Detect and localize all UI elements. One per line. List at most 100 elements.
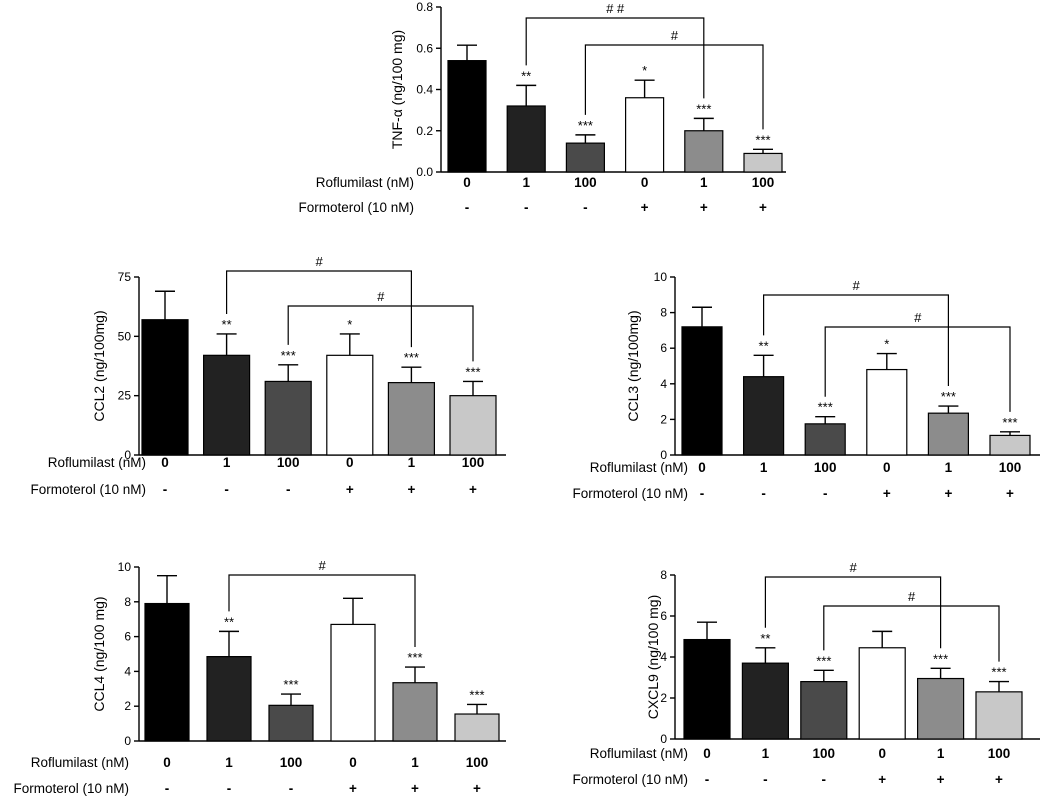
bar bbox=[741, 662, 790, 740]
comparison-bracket bbox=[764, 576, 942, 649]
significance-label: ** bbox=[222, 317, 232, 332]
bracket-label: # bbox=[914, 310, 922, 325]
roflumilast-dose-label: 100 bbox=[814, 460, 837, 475]
y-tick-label: 0 bbox=[124, 448, 131, 462]
y-axis-label: CXCL9 (ng/100 mg) bbox=[645, 595, 661, 720]
roflumilast-dose-label: 1 bbox=[223, 455, 231, 470]
formoterol-row-label: Formoterol (10 nM) bbox=[30, 482, 146, 497]
roflumilast-dose-label: 0 bbox=[703, 746, 711, 761]
roflumilast-dose-label: 1 bbox=[522, 175, 530, 190]
roflumilast-dose-label: 1 bbox=[762, 746, 770, 761]
formoterol-sign-label: - bbox=[524, 200, 529, 215]
bracket-label: # bbox=[852, 278, 860, 293]
roflumilast-dose-label: 100 bbox=[988, 746, 1011, 761]
y-tick-label: 6 bbox=[660, 609, 667, 623]
formoterol-sign-label: - bbox=[163, 482, 168, 497]
significance-label: *** bbox=[941, 389, 956, 404]
significance-label: *** bbox=[283, 677, 298, 692]
significance-label: * bbox=[642, 63, 647, 78]
bar bbox=[742, 376, 785, 456]
formoterol-sign-label: + bbox=[1006, 486, 1014, 501]
roflumilast-row-label: Roflumilast (nM) bbox=[48, 455, 146, 470]
comparison-bracket bbox=[525, 17, 705, 99]
formoterol-sign-label: + bbox=[349, 781, 357, 796]
bar bbox=[858, 647, 906, 740]
comparison-bracket bbox=[226, 270, 412, 348]
comparison-bracket bbox=[287, 305, 474, 362]
y-tick-label: 75 bbox=[118, 270, 132, 284]
y-tick-label: 0 bbox=[660, 448, 667, 462]
significance-label: *** bbox=[281, 348, 296, 363]
roflumilast-dose-label: 0 bbox=[883, 460, 891, 475]
bar bbox=[565, 142, 606, 173]
roflumilast-row-label: Roflumilast (nM) bbox=[590, 460, 688, 475]
formoterol-sign-label: + bbox=[346, 482, 354, 497]
significance-label: ** bbox=[521, 68, 531, 83]
significance-label: ** bbox=[224, 614, 234, 629]
significance-label: * bbox=[347, 317, 352, 332]
roflumilast-row-label: Roflumilast (nM) bbox=[31, 755, 129, 770]
roflumilast-dose-label: 100 bbox=[466, 755, 489, 770]
bar bbox=[141, 319, 189, 456]
roflumilast-dose-label: 100 bbox=[752, 175, 775, 190]
bar bbox=[392, 682, 438, 742]
y-axis-label: CCL4 (ng/100 mg) bbox=[91, 596, 107, 711]
roflumilast-dose-label: 100 bbox=[462, 455, 485, 470]
bracket-label: # # bbox=[606, 1, 625, 16]
bar bbox=[326, 354, 374, 456]
bar bbox=[683, 638, 731, 740]
y-tick-label: 0.4 bbox=[416, 83, 433, 97]
bracket-label: # bbox=[318, 558, 326, 573]
y-tick-label: 6 bbox=[124, 630, 131, 644]
y-tick-label: 8 bbox=[660, 568, 667, 582]
roflumilast-dose-label: 100 bbox=[999, 460, 1022, 475]
roflumilast-dose-label: 0 bbox=[163, 755, 171, 770]
roflumilast-dose-label: 1 bbox=[760, 460, 768, 475]
formoterol-sign-label: - bbox=[705, 772, 710, 787]
roflumilast-dose-label: 1 bbox=[700, 175, 708, 190]
roflumilast-dose-label: 1 bbox=[945, 460, 953, 475]
formoterol-sign-label: + bbox=[411, 781, 419, 796]
y-tick-label: 10 bbox=[118, 560, 132, 574]
y-tick-label: 0 bbox=[660, 732, 667, 746]
roflumilast-dose-label: 1 bbox=[411, 755, 419, 770]
bar bbox=[975, 691, 1023, 740]
bar bbox=[684, 130, 724, 173]
formoterol-sign-label: + bbox=[937, 772, 945, 787]
formoterol-row-label: Formoterol (10 nM) bbox=[572, 772, 688, 787]
significance-label: *** bbox=[933, 651, 948, 666]
roflumilast-dose-label: 100 bbox=[813, 746, 836, 761]
comparison-bracket bbox=[824, 326, 1011, 412]
comparison-bracket bbox=[762, 294, 950, 387]
formoterol-row-label: Formoterol (10 nM) bbox=[298, 200, 414, 215]
bar bbox=[681, 326, 723, 456]
formoterol-row-label: Formoterol (10 nM) bbox=[13, 781, 129, 796]
formoterol-sign-label: - bbox=[700, 486, 705, 501]
bar bbox=[800, 680, 848, 740]
y-tick-label: 2 bbox=[660, 691, 667, 705]
formoterol-sign-label: + bbox=[469, 482, 477, 497]
roflumilast-row-label: Roflumilast (nM) bbox=[590, 746, 688, 761]
bar bbox=[330, 623, 376, 742]
formoterol-sign-label: - bbox=[224, 482, 229, 497]
formoterol-sign-label: + bbox=[878, 772, 886, 787]
significance-label: ** bbox=[759, 338, 769, 353]
bar bbox=[804, 423, 846, 456]
roflumilast-dose-label: 100 bbox=[574, 175, 597, 190]
formoterol-sign-label: - bbox=[761, 486, 766, 501]
roflumilast-dose-label: 0 bbox=[346, 455, 354, 470]
formoterol-sign-label: + bbox=[944, 486, 952, 501]
formoterol-sign-label: + bbox=[407, 482, 415, 497]
roflumilast-dose-label: 0 bbox=[698, 460, 706, 475]
y-tick-label: 50 bbox=[118, 329, 132, 343]
formoterol-sign-label: - bbox=[289, 781, 294, 796]
formoterol-row-label: Formoterol (10 nM) bbox=[572, 486, 688, 501]
significance-label: *** bbox=[407, 650, 422, 665]
roflumilast-dose-label: 1 bbox=[408, 455, 416, 470]
y-tick-label: 0.6 bbox=[416, 41, 433, 55]
bracket-label: # bbox=[377, 289, 385, 304]
roflumilast-dose-label: 0 bbox=[161, 455, 169, 470]
